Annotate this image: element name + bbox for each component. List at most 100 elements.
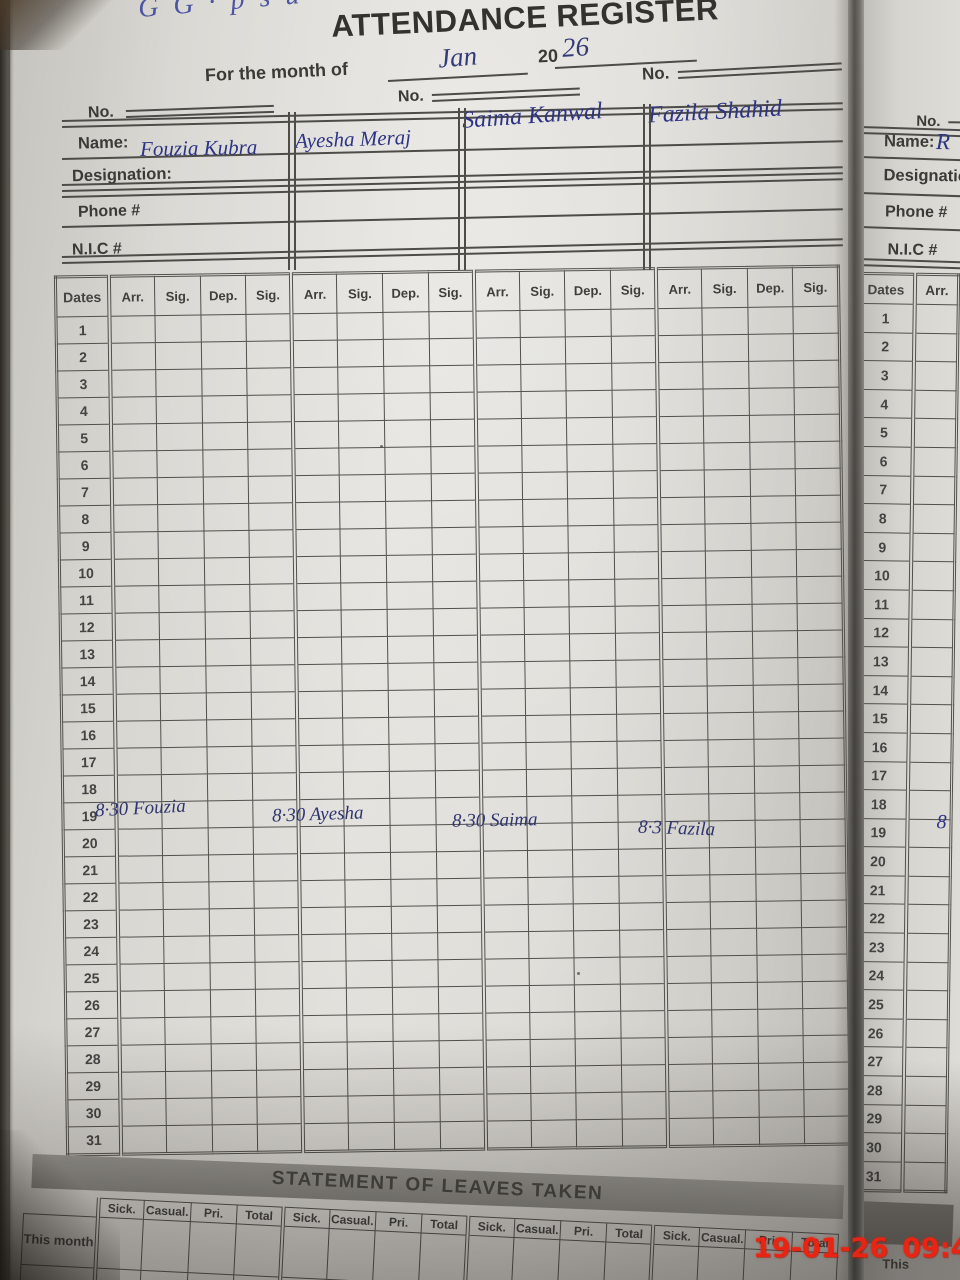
designation-label: Designation: [71,164,173,186]
attendance-cell [902,1161,947,1193]
attendance-cell [255,961,302,990]
attendance-cell [299,880,346,908]
nic-label: N.I.C # [71,240,122,259]
name-label: Name: [883,132,935,151]
register-left-page: G G · p·s u ATTENDANCE REGISTER For the … [10,0,848,1280]
date-cell: 22 [864,903,907,934]
attendance-cell [161,746,208,775]
attendance-row: 20 [864,846,951,877]
attendance-cell [384,446,431,475]
date-cell: 1 [55,316,110,345]
attendance-row: 12 [864,617,954,648]
attendance-cell [662,712,709,741]
attendance-cell [611,335,658,364]
attendance-cell [111,477,158,506]
attendance-cell [388,716,435,745]
attendance-cell [114,666,161,695]
attendance-cell [337,312,384,341]
attendance-cell [753,711,800,740]
attendance-cell [156,422,203,451]
attendance-cell [165,1097,212,1126]
attendance-cell [292,340,339,368]
handwritten-entry: 8·3 Fazila [637,816,716,841]
attendance-cell [657,361,704,390]
attendance-cell [297,691,344,719]
attendance-cell [386,581,433,610]
attendance-cell [905,933,950,963]
attendance-cell [570,687,617,715]
date-cell: 21 [63,856,118,884]
attendance-cell [253,826,300,855]
attendance-cell [256,1015,302,1044]
date-cell: 14 [864,675,910,705]
attendance-cell [904,990,949,1020]
attendance-cell [797,576,844,604]
phone-label: Phone # [884,203,948,222]
attendance-cell [436,851,483,879]
attendance-cell [246,340,293,369]
attendance-cell [618,848,665,877]
attendance-cell [438,1013,485,1041]
attendance-cell [615,632,662,661]
date-cell: 7 [58,478,113,506]
attendance-cell [567,498,614,526]
attendance-cell [439,1067,486,1095]
attendance-cell [793,306,840,334]
attendance-cell [211,1124,258,1153]
attendance-cell [909,618,954,648]
attendance-cell [434,716,481,744]
attendance-cell [118,990,165,1019]
attendance-cell [804,1115,848,1145]
attendance-cell [210,1016,257,1044]
attendance-cell [664,847,711,876]
col-header: Dep. [564,269,611,310]
attendance-cell [665,928,712,957]
attendance-cell [202,422,249,450]
attendance-cell [529,1038,576,1067]
attendance-cell [431,554,478,582]
nic-label: N.I.C # [887,241,938,260]
dates-header: Dates [55,276,110,318]
attendance-cell [474,310,521,339]
column-divider [643,104,651,270]
date-cell: 13 [60,640,115,668]
attendance-cell [576,1119,623,1148]
attendance-cell [207,800,254,828]
attendance-cell [297,718,344,746]
attendance-cell [529,984,576,1013]
attendance-cell [160,692,207,721]
attendance-cell [347,1068,394,1096]
attendance-cell [478,634,525,663]
attendance-cell [339,474,386,503]
attendance-cell [392,1013,439,1042]
attendance-cell [795,468,842,496]
attendance-cell [707,712,754,740]
attendance-cell [430,419,477,447]
attendance-cell [799,738,846,766]
attendance-cell [392,986,439,1015]
attendance-cell [660,604,707,633]
attendance-row: 30 [864,1132,947,1163]
attendance-cell [799,765,846,793]
attendance-cell [665,982,712,1011]
attendance-cell [434,770,481,798]
attendance-cell [800,846,847,874]
attendance-cell [117,909,164,938]
date-cell: 22 [63,883,118,911]
attendance-cell [257,1123,304,1153]
attendance-cell [747,306,794,335]
attendance-cell [616,713,663,742]
attendance-cell [113,639,160,668]
attendance-cell [804,1088,848,1117]
attendance-cell [432,581,479,609]
attendance-cell [249,556,296,585]
attendance-cell [301,1042,348,1070]
attendance-cell [255,988,302,1017]
attendance-cell [113,612,160,641]
attendance-cell [208,881,255,909]
attendance-cell [912,418,957,448]
handwritten-entry: 8 [936,811,947,834]
attendance-cell [708,766,755,794]
attendance-cell [300,934,347,962]
